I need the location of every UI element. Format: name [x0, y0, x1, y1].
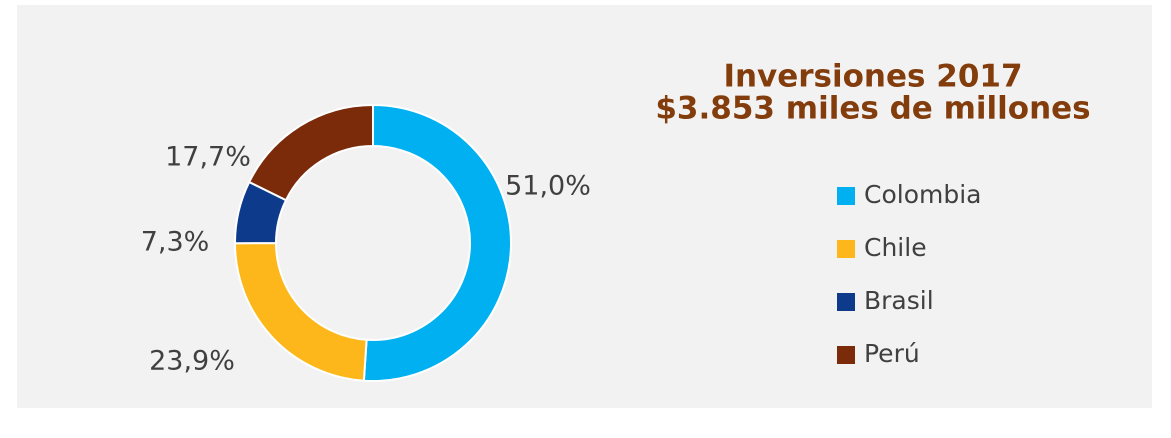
data-label: 23,9% — [149, 346, 235, 377]
chart-background — [17, 5, 1152, 408]
data-label: 17,7% — [165, 142, 251, 173]
legend-swatch — [837, 240, 855, 258]
legend-label: Brasil — [864, 286, 934, 315]
data-label: 51,0% — [505, 171, 591, 202]
donut-segment — [362, 103, 512, 382]
legend-swatch — [837, 293, 855, 311]
legend-label: Perú — [864, 339, 920, 368]
data-label: 7,3% — [141, 227, 210, 258]
chart-subtitle: $3.853 miles de millones — [655, 91, 1090, 127]
legend-label: Chile — [864, 233, 927, 262]
legend-swatch — [837, 187, 855, 205]
donut-segment — [247, 103, 374, 202]
legend-label: Colombia — [864, 180, 981, 209]
chart-title: Inversiones 2017 — [723, 59, 1022, 95]
legend-swatch — [837, 346, 855, 364]
